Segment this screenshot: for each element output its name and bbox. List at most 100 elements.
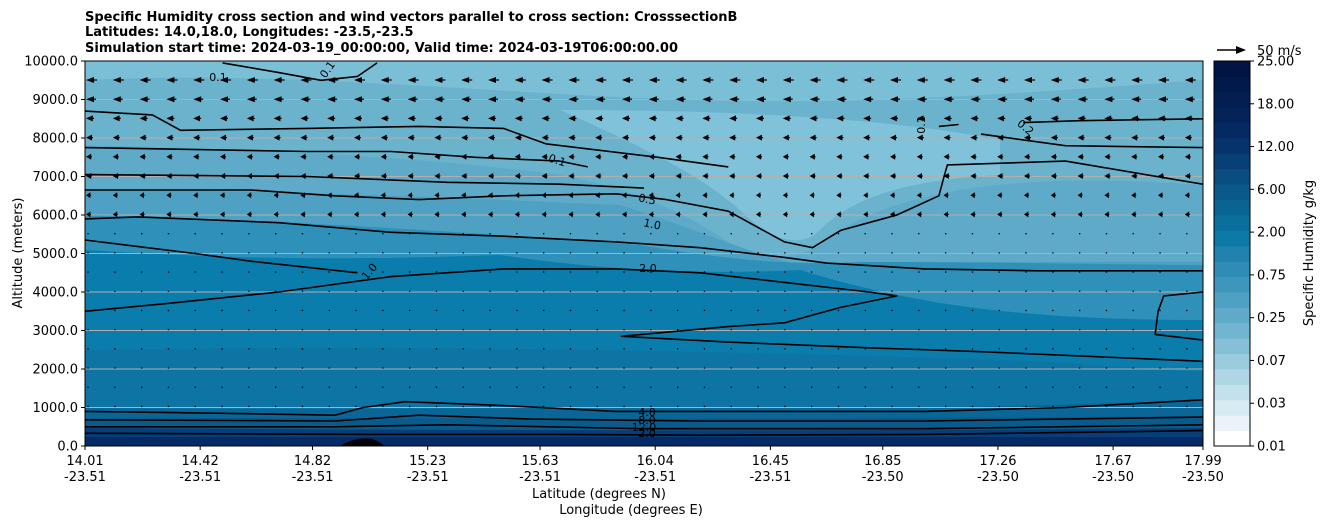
wind-vector xyxy=(354,173,360,179)
wind-vector xyxy=(943,153,950,160)
wind-vector-dot xyxy=(328,233,330,235)
wind-vector-dot xyxy=(194,348,196,350)
wind-vector-dot xyxy=(677,348,679,350)
x-tick-label-lon: -23.51 xyxy=(519,470,561,485)
wind-vector-dot xyxy=(328,271,330,273)
wind-vector xyxy=(139,153,146,160)
wind-vector-dot xyxy=(1105,405,1108,408)
colorbar-band xyxy=(1214,107,1250,124)
wind-vector-dot xyxy=(194,271,196,273)
wind-vector-dot xyxy=(355,309,357,312)
y-tick-label: 6000.0 xyxy=(33,209,79,224)
wind-vector-dot xyxy=(596,348,598,350)
y-tick-label: 3000.0 xyxy=(33,324,79,339)
wind-vector xyxy=(514,115,523,122)
wind-vector-dot xyxy=(435,348,438,350)
wind-vector-dot xyxy=(355,367,357,369)
wind-vector-dot xyxy=(1025,367,1027,369)
wind-vector-dot xyxy=(382,386,384,388)
wind-vector xyxy=(916,153,923,160)
wind-vector-dot xyxy=(1052,271,1054,273)
wind-vector-dot xyxy=(971,329,974,331)
colorbar-band xyxy=(1214,384,1250,401)
wind-vector xyxy=(112,211,118,218)
wind-vector-dot xyxy=(1079,329,1081,331)
wind-vector-dot xyxy=(837,309,840,312)
colorbar-band xyxy=(1214,415,1250,432)
wind-vector xyxy=(782,153,789,160)
wind-vector-dot xyxy=(275,271,277,273)
wind-vector xyxy=(970,77,982,83)
wind-vector xyxy=(1077,134,1085,141)
wind-vector xyxy=(1050,192,1056,199)
wind-vector-dot xyxy=(248,405,250,408)
wind-vector xyxy=(488,134,495,141)
wind-vector xyxy=(541,192,547,199)
wind-vector xyxy=(1024,173,1030,179)
wind-vector-dot xyxy=(864,329,866,331)
wind-vector xyxy=(756,96,766,103)
contour-line xyxy=(85,216,1203,272)
wind-vector xyxy=(890,115,898,122)
wind-vector-dot xyxy=(623,405,625,408)
wind-vector xyxy=(809,192,815,199)
wind-vector-dot xyxy=(114,233,116,235)
wind-vector xyxy=(648,96,659,103)
wind-vector-dot xyxy=(730,290,732,292)
wind-vector-dot xyxy=(945,233,947,235)
wind-vector xyxy=(139,211,145,218)
wind-vector-dot xyxy=(409,290,411,292)
wind-vector xyxy=(836,173,843,179)
wind-vector-dot xyxy=(837,348,840,350)
wind-vector-dot xyxy=(1159,233,1161,235)
wind-vector xyxy=(166,115,175,122)
wind-vector-dot xyxy=(328,405,330,408)
wind-vector-dot xyxy=(891,367,893,369)
x-tick-label-lon: -23.51 xyxy=(407,470,449,485)
wind-vector xyxy=(568,211,574,218)
wind-vector xyxy=(461,153,468,160)
wind-vector-dot xyxy=(1025,309,1027,312)
wind-vector xyxy=(836,77,848,83)
wind-vector-dot xyxy=(837,405,840,408)
wind-vector-dot xyxy=(677,405,679,408)
wind-vector-dot xyxy=(328,386,330,388)
wind-vector xyxy=(1131,192,1137,199)
wind-vector xyxy=(327,96,338,103)
wind-vector xyxy=(756,134,763,141)
contour-line xyxy=(85,399,1203,416)
wind-vector xyxy=(943,134,951,141)
wind-vector-dot xyxy=(1025,386,1027,388)
wind-vector xyxy=(1184,115,1193,122)
wind-vector xyxy=(541,96,552,103)
wind-vector-dot xyxy=(543,233,545,235)
wind-vector-dot xyxy=(623,386,625,388)
wind-vector xyxy=(1184,96,1195,103)
wind-vector-dot xyxy=(516,329,518,331)
wind-vector xyxy=(863,115,872,122)
wind-vector xyxy=(1050,115,1059,122)
wind-vector xyxy=(488,115,496,122)
x-tick-label-lat: 15.23 xyxy=(409,454,446,469)
wind-vector-dot xyxy=(194,367,196,369)
wind-vector xyxy=(997,192,1003,199)
wind-vector-dot xyxy=(998,386,1000,388)
colorbar-tick-label: 0.01 xyxy=(1257,440,1286,455)
y-tick-label: 8000.0 xyxy=(33,132,79,147)
wind-vector-dot xyxy=(409,309,411,312)
wind-vector xyxy=(434,134,442,141)
wind-vector xyxy=(943,173,950,179)
wind-vector-dot xyxy=(1186,233,1188,235)
wind-vector-dot xyxy=(945,367,947,369)
wind-vector-dot xyxy=(516,271,518,273)
wind-vector-dot xyxy=(275,252,277,254)
colorbar-band xyxy=(1214,184,1250,201)
colorbar-tick-label: 0.75 xyxy=(1257,268,1286,283)
wind-vector xyxy=(273,192,279,199)
wind-vector xyxy=(648,77,660,83)
colorbar-band xyxy=(1214,322,1250,339)
contour-lines xyxy=(85,62,1203,436)
wind-vector-dot xyxy=(1186,252,1188,254)
wind-vector-dot xyxy=(811,386,813,388)
wind-vector-dot xyxy=(409,405,411,408)
